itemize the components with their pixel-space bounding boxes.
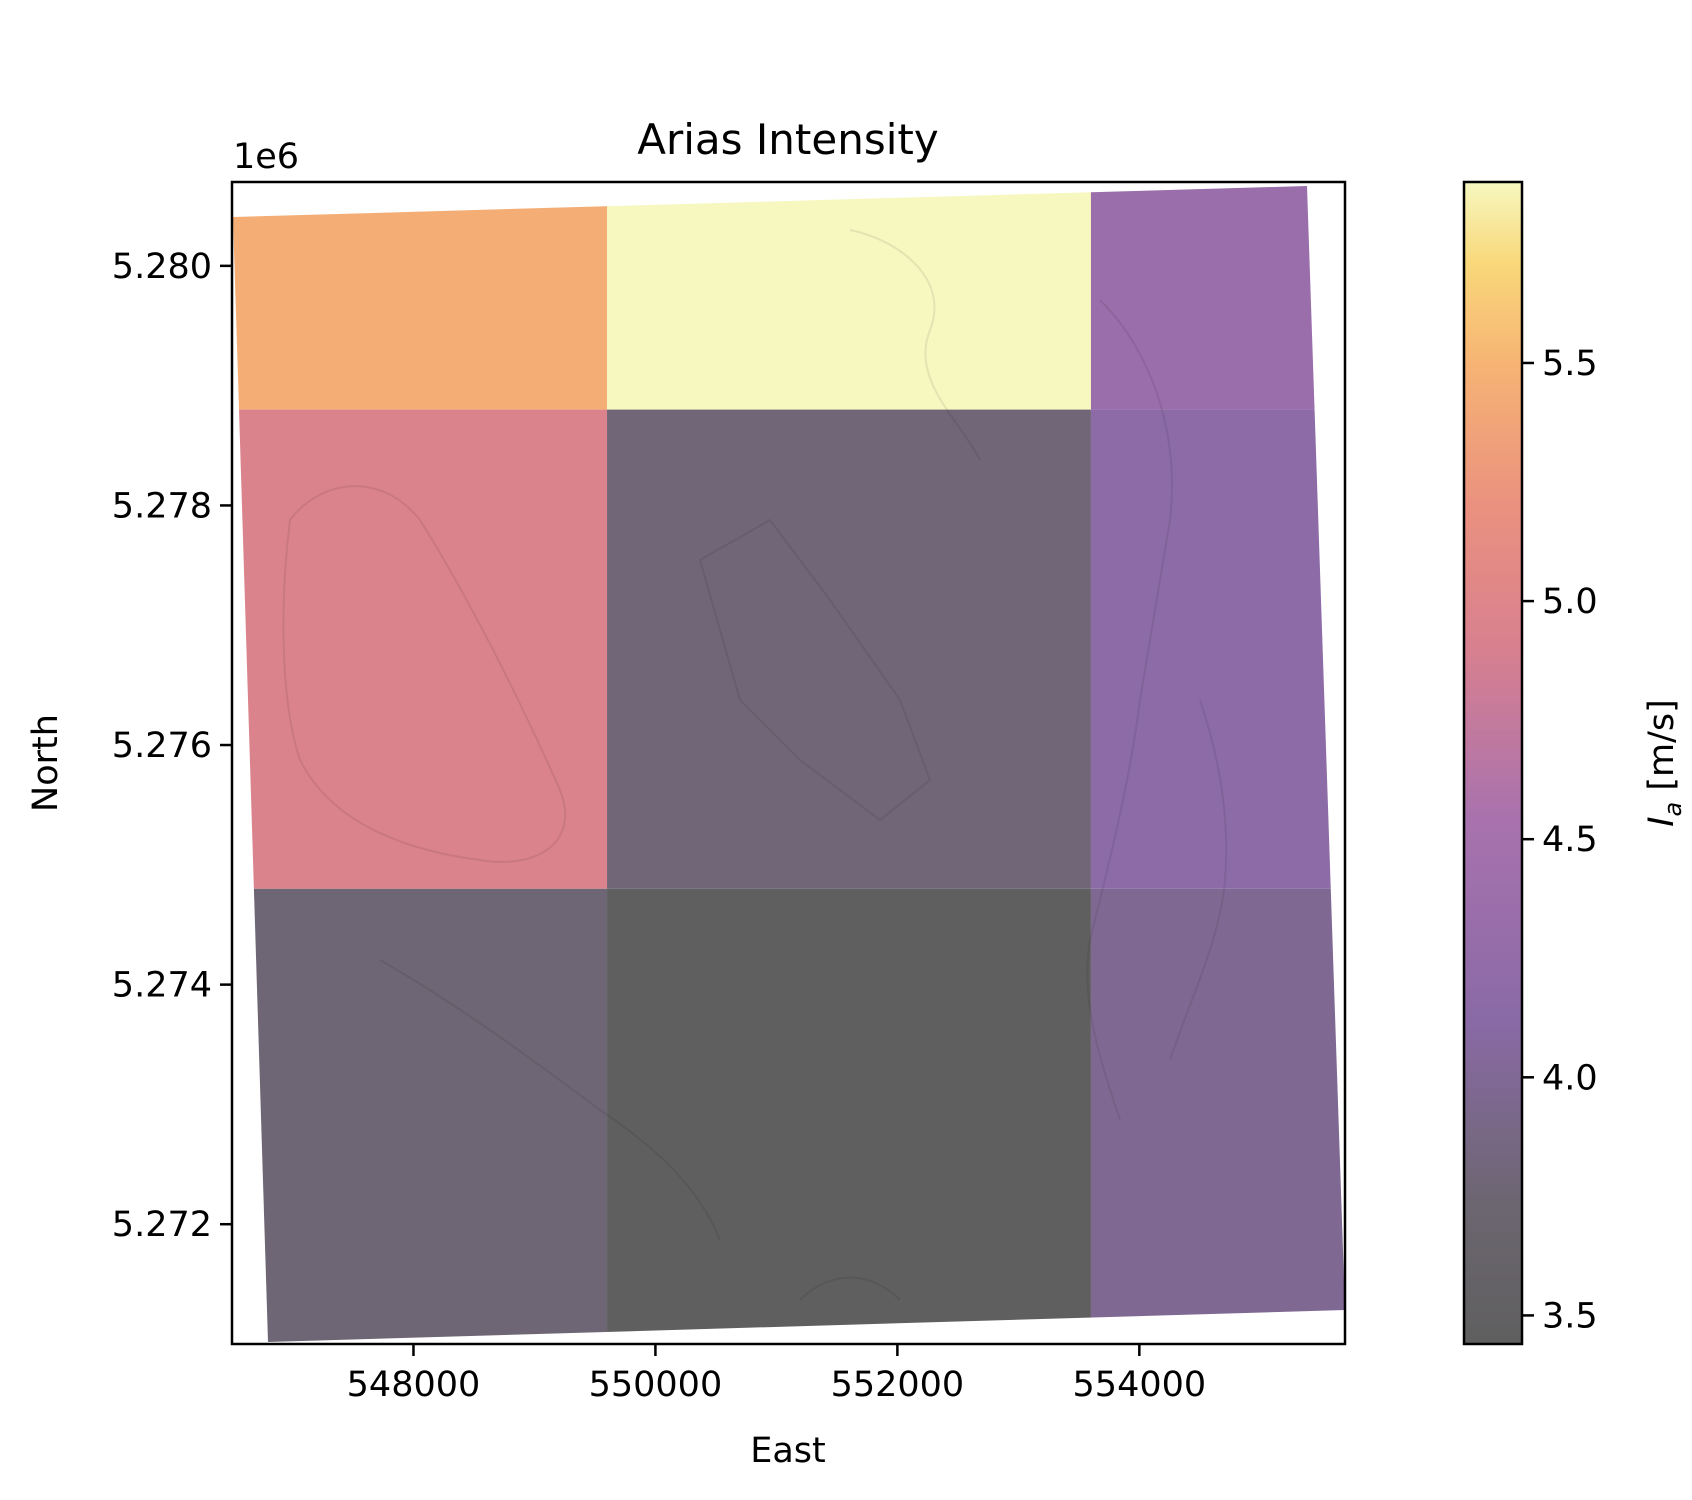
colorbar-label: Ia [m/s] xyxy=(1642,699,1687,827)
x-tick-label: 554000 xyxy=(1073,1365,1207,1405)
heatmap-cell-7 xyxy=(233,888,608,1342)
heatmap-cell-8 xyxy=(607,888,1091,1342)
y-tick-label: 5.274 xyxy=(112,966,212,1006)
heatmap-cell-4 xyxy=(233,409,608,889)
colorbar-label-unit: [m/s] xyxy=(1642,699,1682,802)
heatmap-cell-2 xyxy=(607,186,1091,410)
y-tick-label: 5.280 xyxy=(112,247,212,287)
heatmap-cell-1 xyxy=(233,186,608,410)
y-axis-ticks: 5.272 5.274 5.276 5.278 5.280 xyxy=(112,247,232,1245)
colorbar-label-subscript: a xyxy=(1659,802,1687,817)
colorbar-tick-label: 4.0 xyxy=(1542,1058,1598,1098)
plot-frame xyxy=(230,180,1347,1346)
y-offset-label: 1e6 xyxy=(233,137,299,177)
heatmap-cell-9 xyxy=(1090,888,1345,1342)
heatmap-cell-6 xyxy=(1090,409,1345,889)
colorbar-tick-label: 3.5 xyxy=(1542,1296,1598,1336)
x-axis-label: East xyxy=(750,1431,826,1471)
colorbar: 3.5 4.0 4.5 5.0 5.5 Ia [m/s] xyxy=(1462,180,1687,1346)
y-tick-label: 5.276 xyxy=(112,726,212,766)
y-tick-label: 5.272 xyxy=(112,1205,212,1245)
heatmap-cells xyxy=(233,186,1345,1342)
y-axis-label: North xyxy=(26,714,66,812)
colorbar-ticks: 3.5 4.0 4.5 5.0 5.5 xyxy=(1522,344,1598,1336)
colorbar-tick-label: 5.5 xyxy=(1542,344,1598,384)
colorbar-frame xyxy=(1462,180,1524,1346)
colorbar-gradient xyxy=(1464,182,1522,1344)
x-tick-label: 550000 xyxy=(589,1365,723,1405)
colorbar-tick-label: 4.5 xyxy=(1542,820,1598,860)
y-tick-label: 5.278 xyxy=(112,486,212,526)
colorbar-tick-label: 5.0 xyxy=(1542,582,1598,622)
chart-title: Arias Intensity xyxy=(637,115,938,164)
x-tick-label: 548000 xyxy=(347,1365,481,1405)
x-axis-ticks: 548000 550000 552000 554000 xyxy=(347,1344,1206,1405)
terrain-hillshade xyxy=(282,229,1228,1301)
colorbar-label-symbol: I xyxy=(1642,816,1682,826)
heatmap-cell-5 xyxy=(607,409,1091,889)
heatmap-cell-3 xyxy=(1090,186,1345,410)
x-tick-label: 552000 xyxy=(831,1365,965,1405)
